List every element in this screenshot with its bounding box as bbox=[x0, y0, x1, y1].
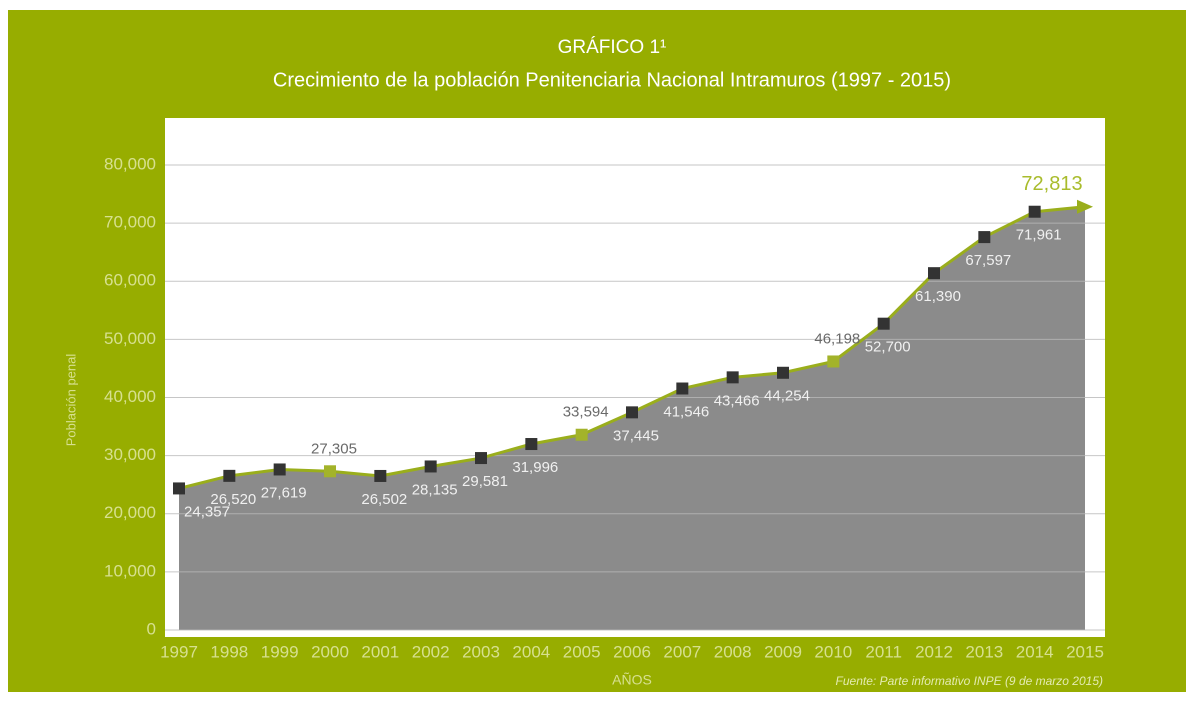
marker bbox=[424, 460, 437, 473]
y-tick-label: 20,000 bbox=[104, 503, 156, 522]
x-tick-label: 2013 bbox=[965, 642, 1003, 661]
y-tick-label: 80,000 bbox=[104, 154, 156, 173]
chart-subtitle: Crecimiento de la población Penitenciari… bbox=[273, 69, 951, 91]
data-label: 27,305 bbox=[311, 440, 357, 457]
data-label: 71,961 bbox=[1016, 227, 1062, 244]
x-tick-label: 2007 bbox=[663, 642, 701, 661]
marker bbox=[676, 382, 689, 395]
y-tick-label: 50,000 bbox=[104, 329, 156, 348]
y-tick-label: 30,000 bbox=[104, 445, 156, 464]
data-label: 26,502 bbox=[361, 491, 407, 508]
marker bbox=[1028, 205, 1041, 218]
x-tick-label: 2000 bbox=[311, 642, 349, 661]
marker bbox=[626, 406, 638, 419]
marker bbox=[928, 267, 940, 280]
marker bbox=[575, 428, 588, 441]
marker bbox=[777, 366, 789, 379]
marker bbox=[1077, 199, 1093, 214]
area bbox=[179, 206, 1085, 630]
data-label: 33,594 bbox=[563, 404, 609, 421]
x-tick-label: 2001 bbox=[361, 642, 399, 661]
x-tick-label: 2015 bbox=[1066, 642, 1104, 661]
y-tick-label: 70,000 bbox=[104, 213, 156, 232]
x-tick-label: 1999 bbox=[261, 642, 299, 661]
data-label: 43,466 bbox=[714, 392, 760, 409]
data-label: 24,357 bbox=[184, 503, 230, 520]
marker bbox=[726, 371, 739, 384]
data-label: 41,546 bbox=[663, 403, 709, 420]
marker bbox=[273, 463, 286, 476]
x-tick-label: 2004 bbox=[512, 642, 550, 661]
data-label: 44,254 bbox=[764, 388, 810, 405]
data-label: 61,390 bbox=[915, 288, 961, 305]
x-axis-title: AÑOS bbox=[612, 672, 652, 688]
data-label: 29,581 bbox=[462, 473, 508, 490]
marker bbox=[978, 231, 991, 244]
marker bbox=[525, 438, 538, 451]
x-tick-label: 2009 bbox=[764, 642, 802, 661]
data-label: 72,813 bbox=[1021, 173, 1082, 195]
x-tick-label: 2011 bbox=[865, 642, 902, 661]
y-tick-label: 0 bbox=[147, 619, 156, 638]
y-tick-label: 10,000 bbox=[104, 561, 156, 580]
data-label: 28,135 bbox=[412, 481, 458, 498]
x-tick-label: 2008 bbox=[714, 642, 752, 661]
x-tick-label: 2010 bbox=[814, 642, 852, 661]
marker bbox=[223, 469, 236, 482]
data-label: 26,520 bbox=[210, 491, 256, 508]
x-tick-label: 1998 bbox=[210, 642, 248, 661]
x-tick-label: 2002 bbox=[412, 642, 450, 661]
data-label: 52,700 bbox=[865, 339, 911, 356]
y-tick-label: 60,000 bbox=[104, 271, 156, 290]
data-label: 37,445 bbox=[613, 427, 659, 444]
marker bbox=[324, 465, 336, 478]
x-tick-label: 1997 bbox=[160, 642, 198, 661]
marker bbox=[374, 469, 387, 482]
marker bbox=[827, 355, 840, 368]
marker bbox=[173, 482, 185, 495]
x-tick-label: 2014 bbox=[1016, 642, 1054, 661]
data-label: 31,996 bbox=[512, 459, 558, 476]
x-tick-label: 2003 bbox=[462, 642, 500, 661]
x-tick-label: 2005 bbox=[563, 642, 601, 661]
y-axis-title: Población penal bbox=[63, 354, 78, 447]
y-tick-label: 40,000 bbox=[104, 387, 156, 406]
source-note: Fuente: Parte informativo INPE (9 de mar… bbox=[836, 674, 1103, 688]
marker bbox=[877, 317, 890, 330]
chart-title: GRÁFICO 1¹ bbox=[558, 37, 667, 58]
data-label: 46,198 bbox=[814, 330, 860, 347]
x-tick-label: 2012 bbox=[915, 642, 953, 661]
data-label: 67,597 bbox=[965, 252, 1011, 269]
marker bbox=[475, 452, 487, 465]
data-label: 27,619 bbox=[261, 484, 307, 501]
x-tick-label: 2006 bbox=[613, 642, 651, 661]
